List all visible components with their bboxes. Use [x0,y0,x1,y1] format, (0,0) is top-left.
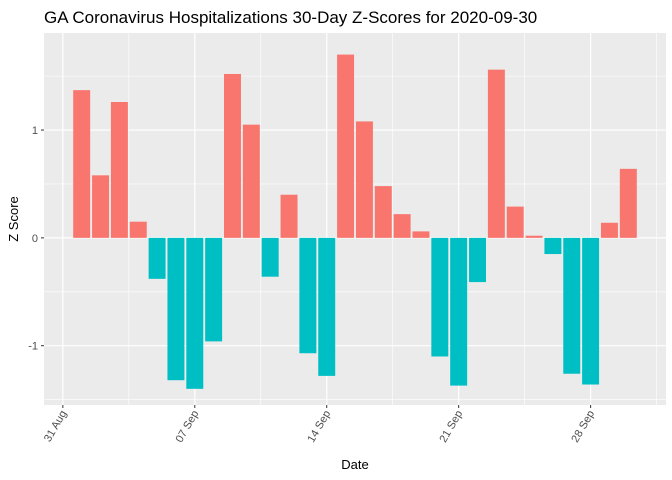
bar [129,221,147,238]
bar [242,124,260,238]
bar [224,73,241,238]
x-axis: 31 Aug 07 Sep 14 Sep 21 Sep 28 Sep [42,405,597,445]
bar [450,237,468,386]
bar [563,237,581,374]
y-tick-label: 0 [32,233,38,245]
bar [412,231,430,238]
bar [186,237,204,389]
bar [299,237,317,354]
bar [318,237,336,376]
y-tick-label: -1 [28,341,38,353]
bar [110,102,128,238]
x-tick-label: 07 Sep [174,409,202,445]
bar [487,69,505,238]
bar [393,214,411,238]
x-axis-title: Date [341,457,368,472]
x-tick-label: 31 Aug [42,409,70,445]
bar [92,175,110,238]
bar [148,237,166,279]
x-tick-label: 21 Sep [437,409,465,445]
major-gridlines [44,33,666,405]
bar [525,235,543,238]
bar [600,222,618,238]
bar [73,90,91,238]
bar [355,121,373,238]
plot-panel [44,33,666,405]
bar [205,237,223,342]
chart-title: GA Coronavirus Hospitalizations 30-Day Z… [44,8,537,27]
bar [337,54,355,238]
bars-group [73,54,637,389]
bar [261,237,279,277]
x-tick-label: 14 Sep [305,409,333,445]
bar [619,168,637,238]
bar [582,237,600,385]
minor-gridlines [44,33,666,405]
y-tick-label: 1 [32,125,38,137]
bar [280,194,298,238]
bar [374,186,392,238]
bar [167,237,185,381]
bar [431,237,449,357]
bar [469,237,486,283]
y-axis: -1 0 1 [28,125,44,353]
x-tick-label: 28 Sep [569,409,597,445]
y-axis-title: Z Score [6,196,21,242]
bar [544,237,562,255]
bar [506,206,524,238]
